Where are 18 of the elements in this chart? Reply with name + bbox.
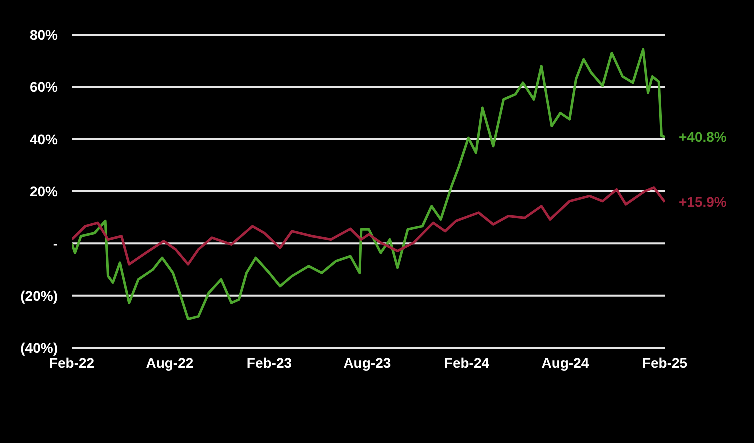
x-tick-label: Aug-23 bbox=[344, 354, 392, 371]
y-tick-label: (40%) bbox=[20, 340, 58, 356]
x-tick-label: Feb-22 bbox=[49, 354, 95, 371]
y-tick-label: 20% bbox=[30, 183, 59, 200]
x-tick-label: Aug-22 bbox=[146, 354, 194, 371]
x-tick-label: Feb-24 bbox=[444, 354, 490, 371]
line-series bbox=[72, 48, 665, 321]
x-tick-label: Aug-24 bbox=[542, 354, 590, 371]
y-tick-label: (20%) bbox=[20, 288, 58, 304]
y-tick-label: - bbox=[53, 236, 58, 252]
x-tick-label: Feb-23 bbox=[246, 354, 292, 371]
x-tick-label: Feb-25 bbox=[642, 354, 688, 371]
y-tick-label: 80% bbox=[30, 26, 59, 43]
line-series bbox=[72, 186, 665, 266]
annotation: +40.8% bbox=[679, 129, 728, 146]
y-tick-label: 60% bbox=[30, 79, 59, 96]
y-tick-label: 40% bbox=[30, 131, 59, 148]
annotation: +15.9% bbox=[679, 194, 728, 210]
